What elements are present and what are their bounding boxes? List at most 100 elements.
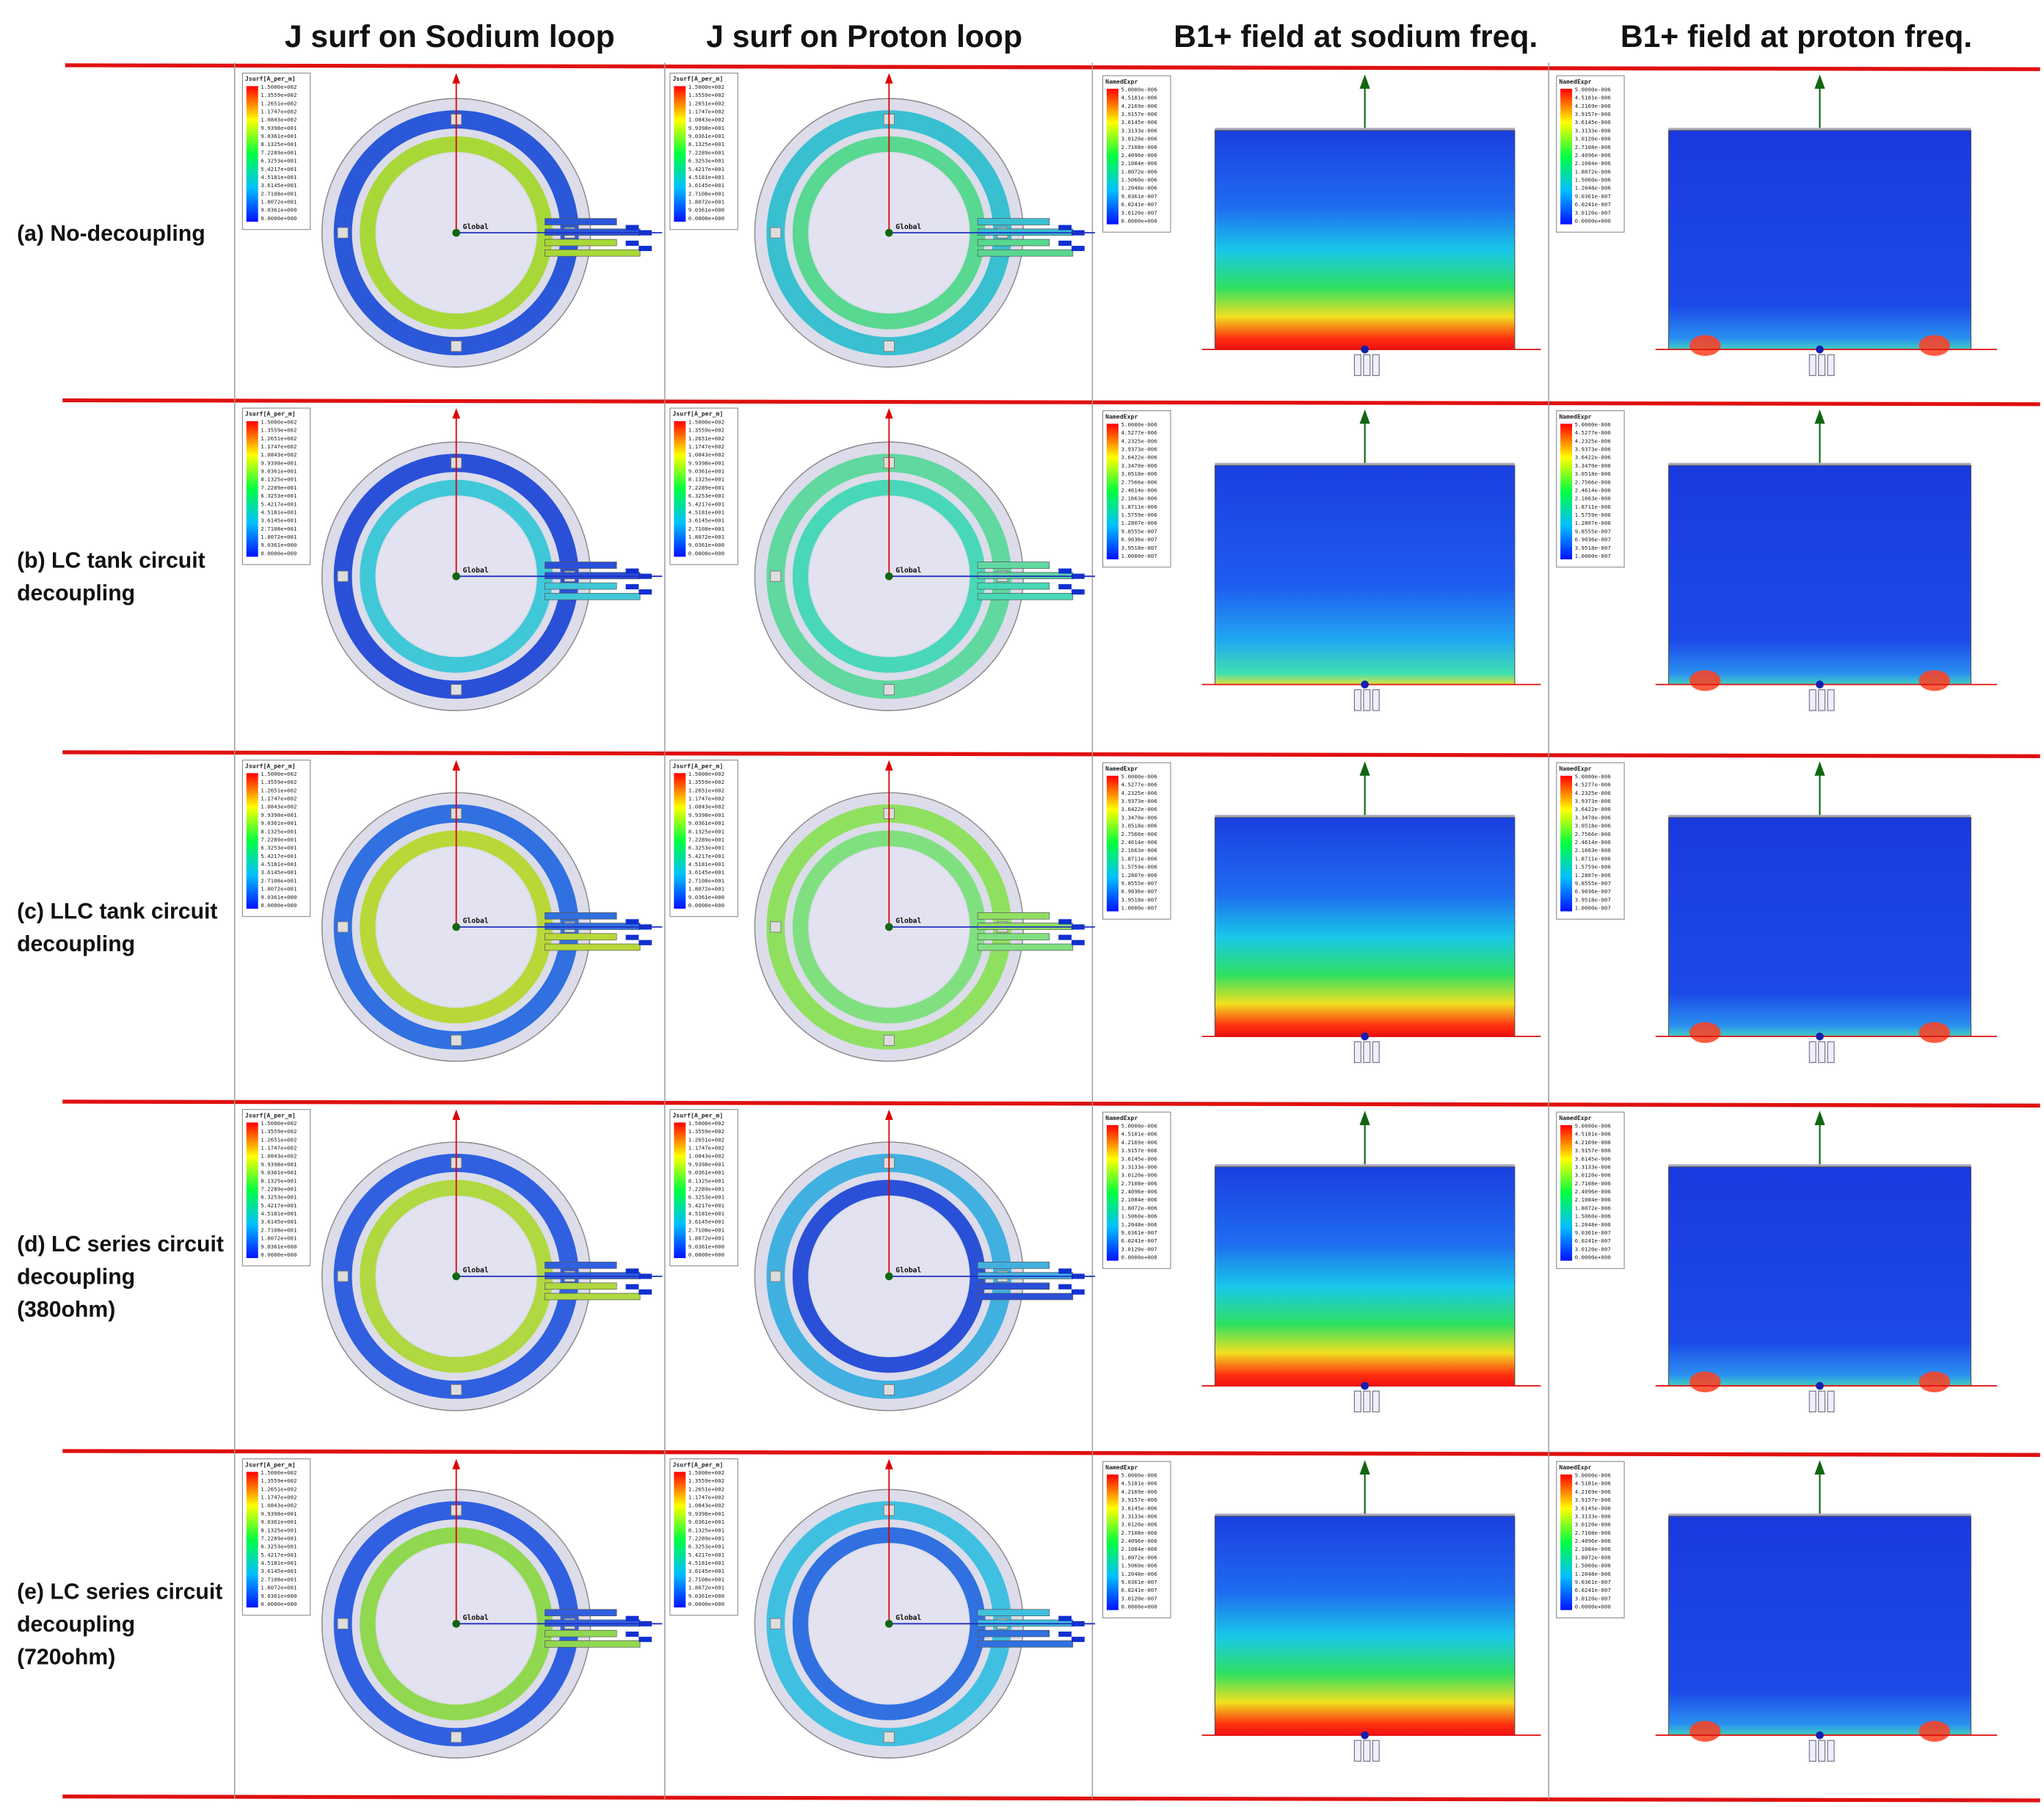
legend-label: 8.1325e+001 [261,1527,297,1533]
row-separator [62,1449,2040,1457]
legend-label: 3.0518e-006 [1121,823,1157,829]
legend-bar [1106,88,1119,225]
legend-label: 2.7108e+001 [688,1226,724,1233]
origin [885,1272,893,1281]
gap [770,227,782,239]
row-label: (380ohm) [17,1298,115,1322]
legend-label: 9.8555e-007 [1121,880,1157,887]
field-arrow [1814,74,1825,89]
legend-label: 5.4217e+001 [688,1552,724,1558]
legend-label: 5.4217e+001 [261,501,297,507]
legend-label: 3.9518e-007 [1121,545,1157,551]
feed-line [977,1292,1074,1301]
hotspot [1918,1371,1951,1393]
feed-line [545,1282,617,1290]
port [625,934,639,940]
feed-line [977,1609,1050,1617]
feed-line [977,218,1050,225]
port-stub [1827,689,1835,711]
legend-label: 1.5060e-006 [1121,177,1157,183]
field-top [1668,815,1971,819]
legend-label: 6.9036e-007 [1575,888,1611,895]
legend-label: 3.3470e-006 [1575,814,1611,821]
color-legend: Jsurf[A_per_m]1.5000e+0021.3559e+0021.26… [669,1109,738,1267]
legend-label: 5.0000e-006 [1575,1122,1611,1129]
legend-label: 1.1747e+002 [688,1494,724,1501]
legend-label: 3.0518e-006 [1575,823,1611,829]
color-legend: NamedExpr5.0000e-0064.5181e-0064.2169e-0… [1556,1111,1625,1269]
legend-label: 4.5181e+001 [688,1210,724,1217]
legend-label: 8.1325e+001 [688,828,724,835]
port [639,939,652,945]
legend-label: 1.8072e+001 [688,534,724,540]
port-stub [1363,1390,1371,1413]
legend-label: 9.0361e-007 [1121,193,1157,200]
legend-label: 1.0843e+002 [261,1502,297,1509]
legend-label: 5.4217e+001 [261,853,297,859]
legend-label: 1.5060e-006 [1121,1213,1157,1220]
port-stub [1827,1041,1835,1064]
color-legend: NamedExpr5.0000e-0064.5181e-0064.2169e-0… [1102,1461,1171,1618]
legend-label: 5.0000e-006 [1575,421,1611,428]
legend-label: 1.2651e+002 [261,1136,297,1143]
port-stub [1372,689,1380,711]
legend-label: 3.0120e-006 [1575,136,1611,142]
legend-label: 4.2169e-006 [1121,1488,1157,1495]
color-legend: Jsurf[A_per_m]1.5000e+0021.3559e+0021.26… [669,760,738,917]
legend-label: 5.0000e-006 [1575,1472,1611,1479]
port [625,1284,639,1290]
legend-label: 1.5060e-006 [1575,1563,1611,1569]
field-arrow [1814,1460,1825,1475]
feed-line [545,239,617,247]
legend-label: 2.1663e-006 [1575,847,1611,854]
legend-label: 2.7108e+001 [261,526,297,532]
legend-label: 1.5000e+002 [688,418,724,425]
legend-label: 2.4096e-006 [1575,1188,1611,1195]
legend-bar [246,773,258,909]
feed-line [977,1640,1074,1648]
legend-label: 5.0000e-006 [1121,1472,1157,1479]
legend-title: Jsurf[A_per_m] [672,1111,723,1119]
legend-label: 1.0843e+002 [261,451,297,458]
legend-label: 3.3133e-006 [1575,127,1611,134]
port [625,225,639,230]
legend-label: 9.9398e+001 [261,125,297,131]
port-stub [1363,354,1371,377]
legend-label: 1.8072e+001 [688,199,724,206]
coil-model: Global [754,73,1095,368]
port-stub [1372,1041,1380,1064]
row-label: (b) LC tank circuit [17,549,206,573]
legend-label: 7.2289e+001 [688,836,724,843]
legend-label: 4.5277e-006 [1575,782,1611,788]
field-arrow [1359,409,1370,424]
coil-model: Global [754,1109,1095,1411]
row-label: (a) No-decoupling [17,222,206,246]
legend-label: 3.6145e-006 [1575,1155,1611,1162]
legend-label: 3.0120e-006 [1575,1172,1611,1179]
legend-label: 8.1325e+001 [688,1527,724,1533]
legend-label: 1.2651e+002 [688,435,724,442]
legend-label: 6.0241e-007 [1575,1237,1611,1244]
legend-label: 0.0000e+000 [1121,217,1157,224]
legend-label: 3.0120e-007 [1575,1246,1611,1252]
port-stub [1808,689,1816,711]
legend-label: 9.0361e+000 [688,1243,724,1250]
legend-label: 2.4096e-006 [1575,152,1611,159]
legend-label: 9.8555e-007 [1121,528,1157,534]
legend-title: Jsurf[A_per_m] [245,762,296,769]
hotspot [1689,670,1721,691]
port-stub [1363,1041,1371,1064]
b1-field-map [1201,74,1541,377]
gap [337,921,349,933]
origin [1361,1032,1369,1041]
legend-label: 4.5181e-006 [1575,95,1611,101]
legend-label: 5.4217e+001 [688,166,724,172]
legend-label: 1.5000e+002 [688,1469,724,1476]
legend-label: 2.1084e-006 [1121,1196,1157,1203]
legend-label: 0.0000e+000 [261,902,297,909]
legend-label: 2.7566e-006 [1121,831,1157,837]
legend-label: 2.4096e-006 [1121,1188,1157,1195]
color-legend: NamedExpr5.0000e-0064.5181e-0064.2169e-0… [1102,1111,1171,1269]
gap [451,1384,462,1396]
